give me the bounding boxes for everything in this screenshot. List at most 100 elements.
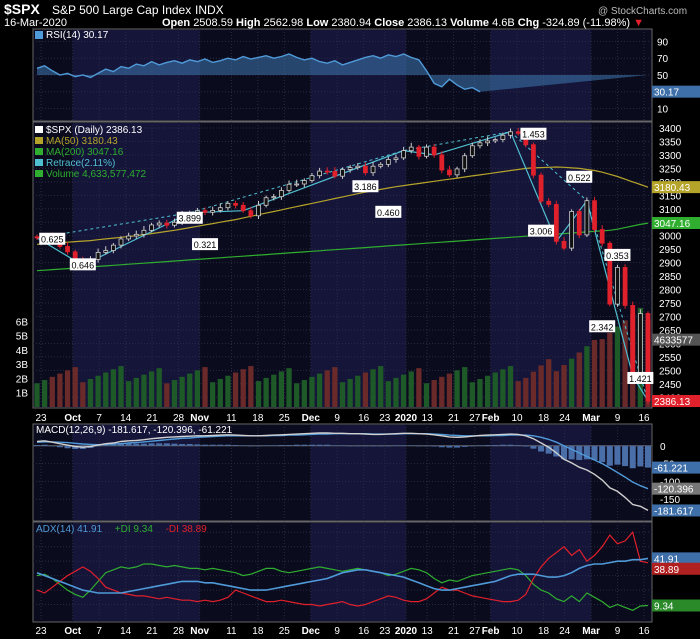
candle-body bbox=[599, 229, 605, 244]
price-tick-label: 2950 bbox=[659, 245, 682, 256]
x-axis-bottom-tick-label: 21 bbox=[448, 626, 460, 637]
candle-body bbox=[149, 224, 154, 231]
x-axis-bottom-tick-label: Feb bbox=[482, 626, 500, 637]
volume-bar bbox=[622, 320, 628, 407]
symbol-label: $SPX bbox=[4, 1, 40, 17]
retrace-label: 0.646 bbox=[72, 260, 95, 270]
price-tick-label: 3150 bbox=[659, 191, 682, 202]
candle-body bbox=[576, 211, 582, 236]
retrace-label-bg bbox=[528, 224, 555, 237]
macd-histogram-bar bbox=[476, 445, 483, 446]
x-axis-bottom-tick-label: 28 bbox=[173, 626, 185, 637]
retrace-label-bg bbox=[566, 170, 593, 183]
macd-value-badge: -181.617 bbox=[654, 506, 694, 517]
macd-histogram-bar bbox=[163, 443, 170, 446]
macd-histogram-bar bbox=[545, 445, 552, 454]
price-value-badge-bg bbox=[652, 333, 700, 346]
plus-di-badge: 9.34 bbox=[654, 601, 674, 612]
watermark: @ StockCharts.com bbox=[598, 6, 687, 17]
volume-bar bbox=[370, 369, 376, 407]
volume-bar bbox=[339, 382, 346, 407]
macd-histogram-bar bbox=[377, 445, 384, 447]
macd-histogram-bar bbox=[278, 445, 285, 446]
macd-histogram-bar bbox=[438, 445, 445, 448]
macd-histogram-bar bbox=[140, 443, 147, 446]
x-axis-top-tick-label: Feb bbox=[482, 413, 500, 424]
volume-tick-label: 6B bbox=[16, 317, 29, 328]
macd-histogram-bar bbox=[408, 445, 415, 446]
candle-body bbox=[607, 242, 613, 305]
volume-bar bbox=[41, 380, 48, 407]
candle-body bbox=[561, 240, 567, 249]
volume-bar bbox=[240, 369, 246, 407]
candle-body bbox=[347, 167, 353, 170]
volume-label: Volume bbox=[450, 17, 489, 29]
close-label: Close bbox=[374, 17, 404, 29]
rsi-tick-label: 10 bbox=[657, 105, 669, 116]
volume-bar bbox=[156, 368, 162, 407]
x-axis-bottom-tick-label: Mar bbox=[582, 626, 600, 637]
x-axis-top-tick-label: 9 bbox=[334, 413, 340, 424]
candle-body bbox=[508, 131, 513, 136]
volume-bar bbox=[171, 380, 178, 407]
macd-histogram-bar bbox=[324, 444, 331, 446]
x-axis-top-tick-label: 27 bbox=[469, 413, 481, 424]
macd-histogram-bar bbox=[339, 445, 346, 446]
candle-body bbox=[72, 251, 78, 260]
x-axis-top-tick-label: 24 bbox=[559, 413, 571, 424]
price-tick-label: 2900 bbox=[659, 259, 682, 270]
candle-body bbox=[332, 170, 338, 177]
volume-bar bbox=[286, 368, 292, 407]
rsi-line bbox=[36, 53, 481, 93]
minus-di-badge-bg bbox=[652, 562, 700, 575]
rsi-legend-swatch bbox=[35, 31, 43, 39]
macd-histogram-bar bbox=[224, 444, 231, 446]
candle-body bbox=[584, 200, 590, 236]
adx-value-badge-bg bbox=[652, 552, 700, 565]
volume-bar bbox=[385, 381, 391, 407]
volume-bar bbox=[568, 358, 575, 407]
volume-bar bbox=[561, 364, 567, 407]
macd-band-2 bbox=[490, 425, 592, 520]
candle-body bbox=[637, 313, 643, 377]
retrace-label-bg bbox=[589, 320, 616, 333]
macd-histogram-bar bbox=[171, 443, 178, 446]
macd-histogram-bar bbox=[316, 444, 323, 446]
macd-histogram-bar bbox=[354, 445, 361, 447]
volume-bar bbox=[164, 383, 170, 407]
volume-bar bbox=[141, 374, 147, 407]
x-axis-bottom-tick-label: 9 bbox=[615, 626, 621, 637]
open-label: Open bbox=[162, 17, 190, 29]
macd-histogram-bar bbox=[49, 445, 56, 447]
macd-histogram-bar bbox=[538, 445, 545, 452]
x-axis-top-tick-label: 10 bbox=[511, 413, 523, 424]
x-axis-top-tick-label: 2020 bbox=[395, 413, 418, 424]
macd-value-badge-bg bbox=[652, 504, 700, 517]
candle-body bbox=[202, 210, 208, 213]
price-band-1 bbox=[310, 123, 406, 407]
adx-legend-part: ADX(14) 41.91 bbox=[36, 524, 103, 535]
candle-body bbox=[133, 233, 139, 237]
open-value: 2508.59 bbox=[193, 17, 233, 29]
candle-body bbox=[645, 313, 651, 402]
volume-bar bbox=[255, 381, 262, 407]
macd-histogram-bar bbox=[400, 445, 407, 446]
macd-histogram-bar bbox=[637, 445, 644, 467]
candle-body bbox=[477, 142, 483, 147]
x-axis-bottom-tick-label: 25 bbox=[279, 626, 291, 637]
x-axis-top-tick-label: 11 bbox=[226, 413, 237, 424]
macd-histogram-bar bbox=[72, 445, 79, 450]
x-axis-top-tick-label: 16 bbox=[358, 413, 370, 424]
volume-bar bbox=[423, 383, 430, 407]
price-legend-entry: $SPX (Daily) 2386.13 bbox=[46, 125, 143, 136]
macd-histogram-bar bbox=[606, 445, 613, 466]
retrace-label: 1.453 bbox=[522, 130, 545, 140]
x-axis-top-tick-label: 14 bbox=[120, 413, 132, 424]
candle-body bbox=[355, 165, 361, 168]
macd-histogram-bar bbox=[156, 443, 163, 446]
candle-body bbox=[279, 190, 284, 198]
macd-histogram-bar bbox=[629, 445, 636, 469]
rsi-value-badge: 30.17 bbox=[654, 88, 679, 99]
price-legend-entry: MA(200) 3047.16 bbox=[46, 147, 124, 158]
macd-legend: MACD(12,26,9) -181.617, -120.396, -61.22… bbox=[36, 425, 233, 436]
